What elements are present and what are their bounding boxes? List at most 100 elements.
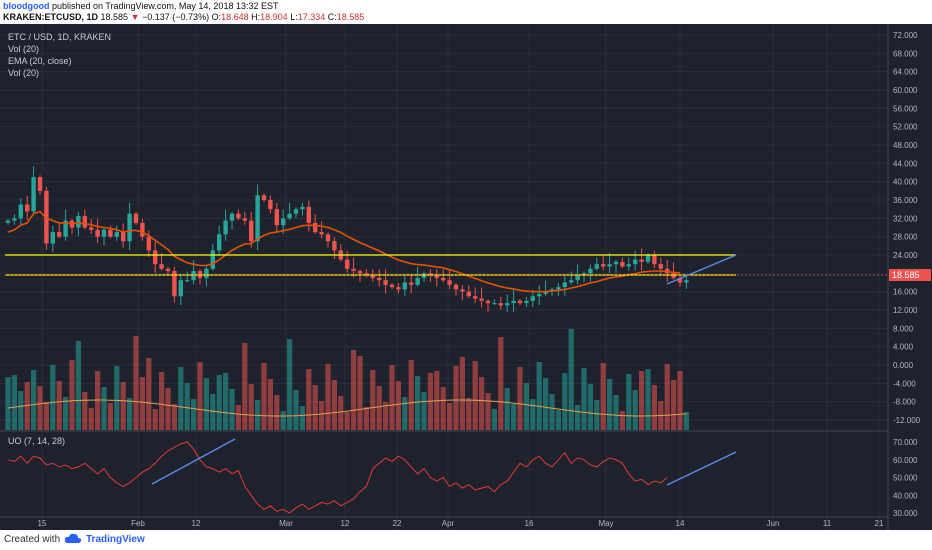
candle-body — [645, 255, 651, 262]
volume-bar — [357, 356, 363, 430]
volume-bar — [287, 339, 293, 430]
volume-bar — [581, 368, 587, 430]
price-tick-label: 24.000 — [893, 251, 918, 260]
volume-bar — [415, 376, 421, 430]
candle-body — [409, 282, 414, 285]
candle-body — [466, 291, 471, 297]
candle-body — [505, 303, 510, 306]
ema-line — [7, 210, 681, 293]
volume-bar — [50, 365, 56, 430]
volume-bar — [312, 385, 318, 430]
volume-bar — [203, 378, 209, 430]
candle-body — [217, 234, 222, 251]
trendline-uo-1[interactable] — [151, 438, 236, 485]
candle-body — [415, 277, 420, 285]
volume-bar — [223, 373, 229, 430]
price-change: −0.137 (−0.73%) — [142, 12, 210, 22]
candle-body — [357, 271, 363, 274]
candle-body — [242, 218, 247, 221]
volume-bar — [101, 387, 107, 430]
volume-bar — [632, 390, 638, 430]
candle-body — [562, 282, 567, 288]
candle-body — [543, 291, 548, 294]
price-tick-label: 48.000 — [893, 141, 918, 150]
volume-bar — [331, 380, 337, 430]
time-tick-label: 22 — [393, 519, 402, 528]
volume-bar — [613, 395, 619, 430]
trendline-price[interactable] — [666, 254, 737, 285]
candle-body — [274, 209, 279, 226]
price-chart[interactable]: ETC / USD, 1D, KRAKEN Vol (20) EMA (20, … — [0, 24, 932, 530]
volume-bar — [248, 384, 254, 430]
volume-bar — [421, 392, 427, 430]
candle-body — [530, 296, 535, 301]
volume-bar — [306, 369, 312, 430]
candle-body — [229, 213, 235, 221]
last-price-tag-text: 18.585 — [892, 270, 920, 280]
candle-body — [172, 271, 177, 297]
volume-bar — [319, 401, 325, 430]
candle-body — [210, 250, 215, 269]
candle-body — [492, 303, 497, 305]
candle-body — [396, 287, 401, 290]
time-tick-label: 12 — [341, 519, 350, 528]
price-tick-label: 64.000 — [893, 68, 918, 77]
candle-body — [473, 296, 478, 299]
candle-body — [5, 220, 11, 223]
candle-body — [223, 220, 228, 235]
candle-body — [389, 284, 395, 288]
symbol-info: KRAKEN:ETCUSD, 1D — [3, 12, 99, 22]
low-value: 17.334 — [297, 12, 326, 22]
candle-body — [108, 229, 113, 237]
volume-bar — [408, 360, 414, 430]
volume-bar — [466, 398, 472, 430]
candle-body — [133, 213, 139, 223]
candle-body — [684, 280, 689, 283]
time-tick-label: 11 — [823, 519, 832, 528]
volume-bar — [523, 383, 529, 430]
candle-body — [236, 213, 241, 219]
candle-body — [249, 220, 254, 242]
volume-bars — [5, 329, 689, 430]
tradingview-cloud-icon — [64, 532, 82, 549]
volume-bar — [107, 403, 113, 430]
time-axis[interactable]: 15 Feb 12 Mar 12 22 Apr 16 May 14 Jun 11 21 — [0, 516, 888, 528]
volume-bar — [178, 367, 184, 430]
candle-body — [569, 280, 574, 283]
candle-body — [127, 213, 132, 242]
price-tick-label: 40.000 — [893, 178, 918, 187]
candle-body — [31, 177, 36, 212]
high-label: H: — [251, 12, 261, 22]
volume-bar — [299, 406, 305, 430]
author-name[interactable]: bloodgood — [3, 1, 50, 11]
candle-body — [511, 300, 516, 304]
volume-bar — [11, 375, 17, 430]
candle-body — [434, 275, 439, 278]
uo-axis[interactable]: 70.000 60.000 50.000 40.000 30.000 — [893, 438, 918, 518]
volume-bar — [677, 371, 683, 430]
volume-bar — [587, 384, 593, 430]
candle-body — [153, 250, 158, 265]
volume-bar — [325, 364, 331, 430]
trendline-uo-2[interactable] — [666, 451, 737, 486]
candle-body — [185, 280, 190, 282]
volume-bar — [75, 341, 81, 430]
candle-body — [677, 277, 683, 283]
time-tick-label: 16 — [525, 519, 534, 528]
candle-body — [402, 282, 407, 290]
last-price-tag: 18.585 — [889, 269, 931, 281]
candle-body — [460, 289, 465, 292]
volume-bar — [146, 358, 152, 430]
volume-bar — [395, 381, 401, 430]
volume-bar — [479, 377, 485, 430]
close-value: 18.585 — [336, 12, 365, 22]
candle-body — [159, 264, 164, 269]
candle-body — [300, 206, 305, 210]
candle-body — [82, 216, 87, 228]
legend-vol: Vol (20) — [8, 44, 39, 54]
tradingview-brand[interactable]: TradingView — [86, 534, 145, 545]
candle-body — [479, 298, 484, 301]
volume-bar — [82, 392, 88, 430]
candle-body — [281, 218, 286, 226]
open-value: 18.648 — [221, 12, 249, 22]
